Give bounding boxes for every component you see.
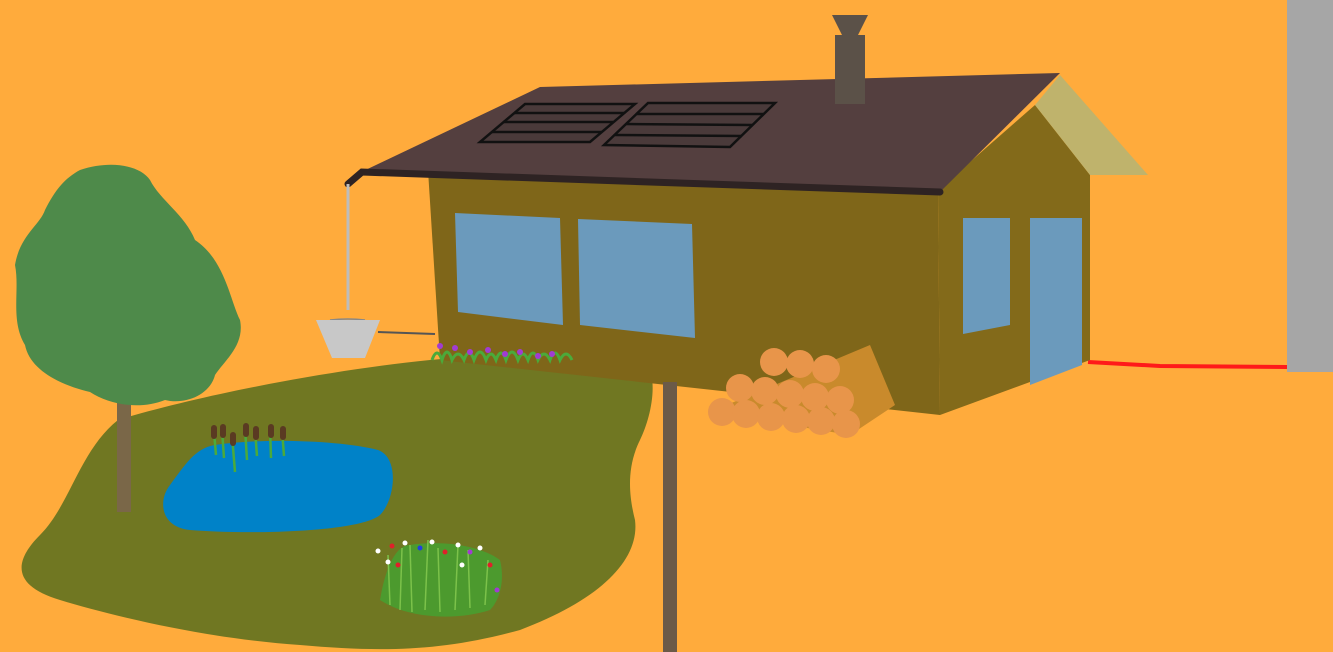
window-side (963, 218, 1010, 334)
house (344, 15, 1148, 415)
flower-bed (430, 343, 574, 365)
gutter (344, 168, 944, 196)
solar-panel-icon (476, 101, 779, 149)
door-side (1030, 218, 1082, 385)
power-cable (1087, 360, 1288, 369)
window-front-right (578, 219, 695, 338)
cattail-icon (211, 423, 286, 473)
window-front-left (455, 213, 563, 325)
firewood-icon (708, 345, 895, 438)
tree-icon (15, 164, 241, 512)
pond-icon (163, 440, 393, 533)
chimney-icon (832, 15, 868, 104)
post (663, 382, 677, 652)
utility-pole (1287, 0, 1333, 372)
house-gable (1035, 75, 1148, 175)
wildflower-icon (375, 539, 502, 617)
rain-bucket-icon (316, 184, 436, 358)
